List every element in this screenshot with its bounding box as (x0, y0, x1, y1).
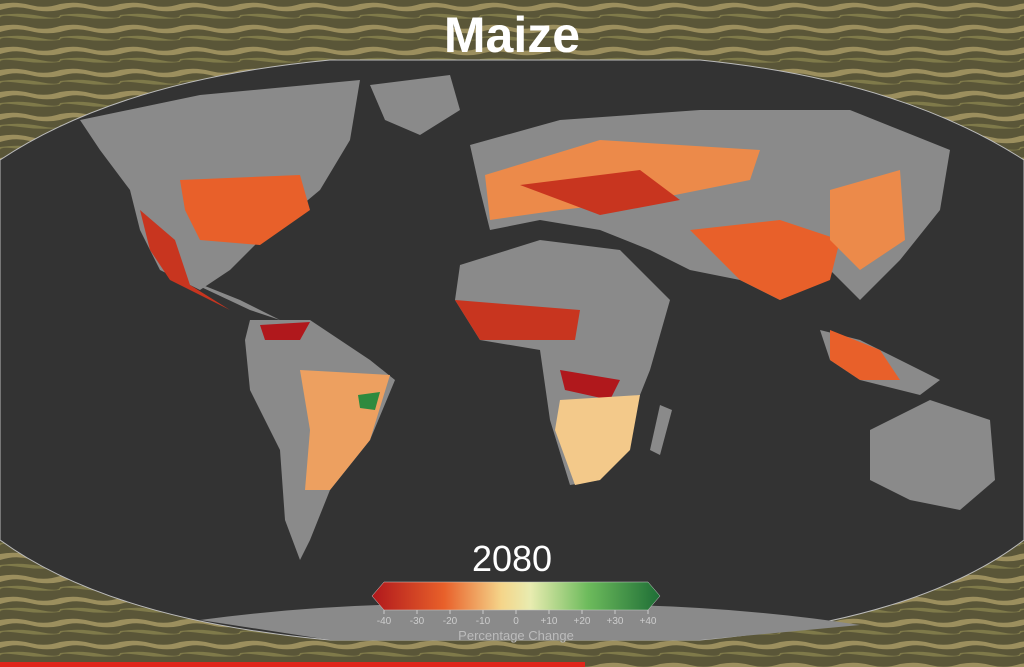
tick-label: +40 (640, 616, 657, 627)
scale-ticks: -40 -30 -20 -10 0 +10 +20 +30 +40 (377, 610, 657, 627)
tick-label: +30 (607, 616, 624, 627)
tick-label: -20 (443, 616, 458, 627)
tick-label: -10 (476, 616, 491, 627)
tick-label: 0 (513, 616, 519, 627)
tick-label: -40 (377, 616, 392, 627)
yield-change-overlay (140, 140, 905, 490)
tick-label: -30 (410, 616, 425, 627)
title: Maize (444, 7, 580, 63)
color-scale (371, 581, 661, 611)
progress-bar (0, 662, 585, 667)
year-label: 2080 (472, 538, 552, 579)
tick-label: +20 (574, 616, 591, 627)
legend-title: Percentage Change (458, 628, 574, 643)
tick-label: +10 (541, 616, 558, 627)
